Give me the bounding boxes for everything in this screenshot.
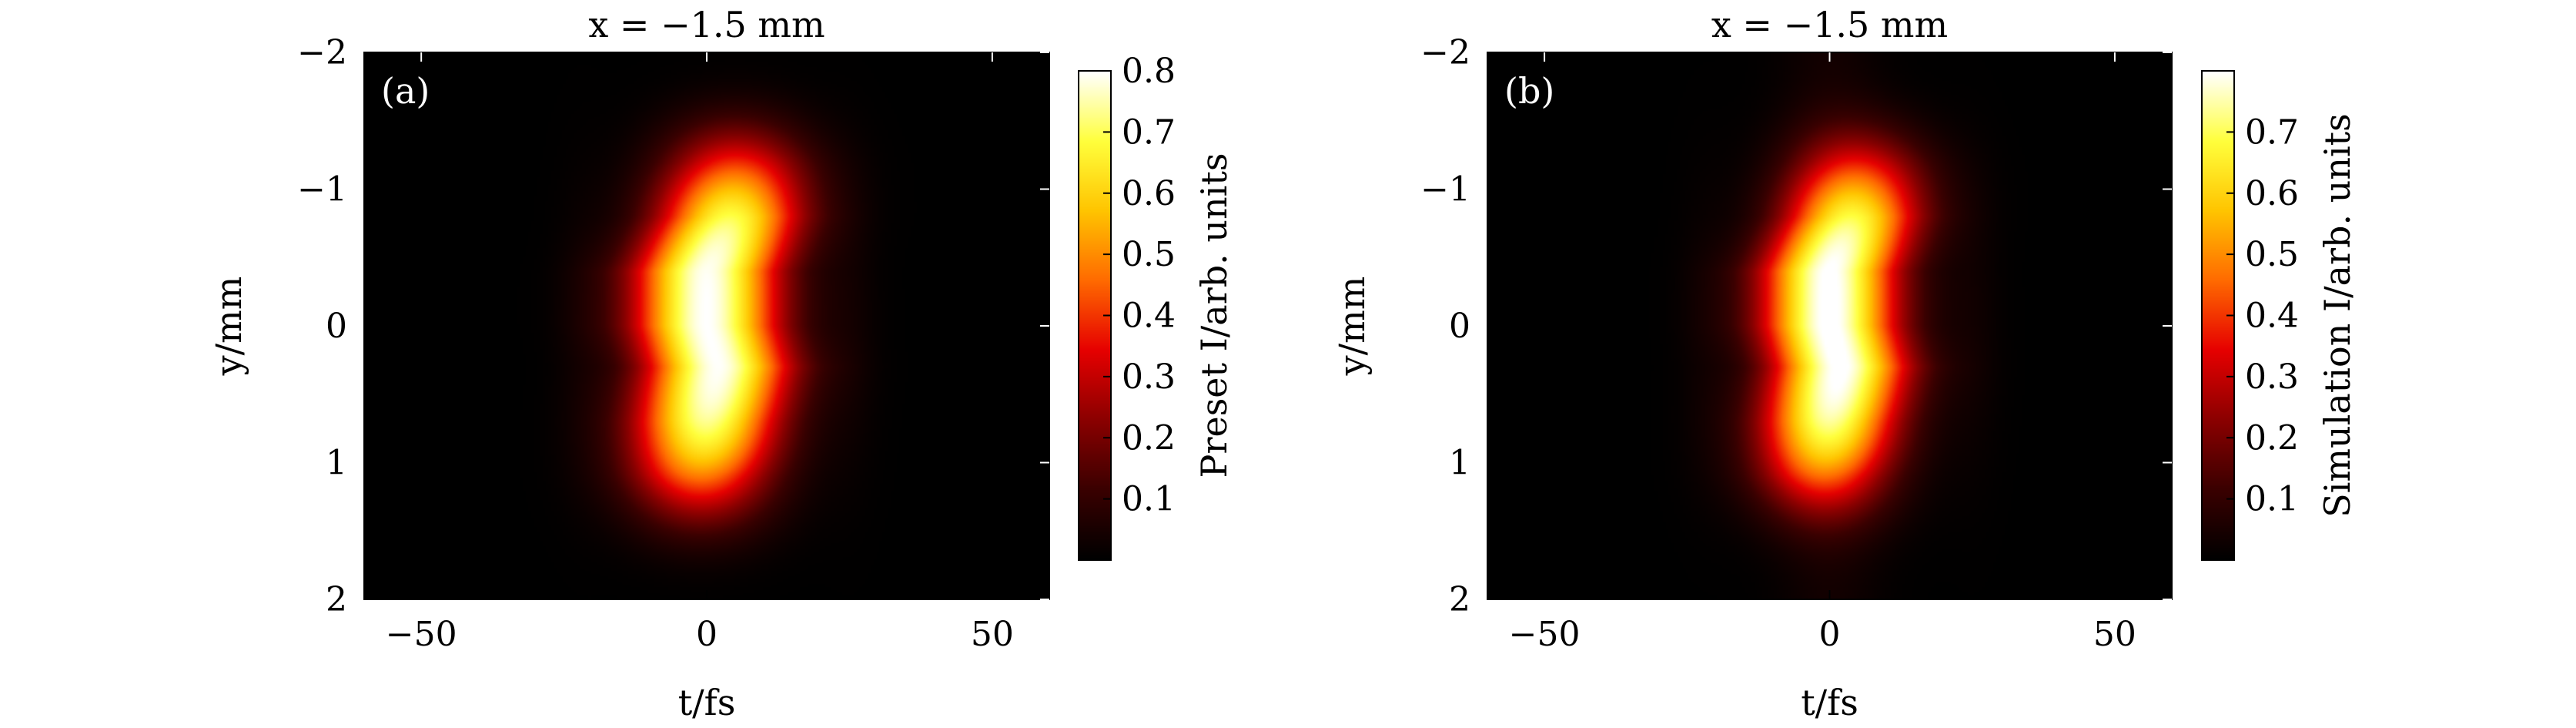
x-tick-label: 0 [1819,615,1841,654]
y-tick-label: 1 [326,444,347,483]
y-tick-label: 0 [326,307,347,346]
panel-title: x = −1.5 mm [1711,4,1948,45]
y-tick-label: 2 [326,580,347,619]
colorbar-tick-label: 0.7 [1122,112,1176,152]
colorbar-tick-label: 0.3 [1122,357,1176,397]
colorbar-tick-label: 0.8 [1122,52,1176,91]
colorbar-label: Preset I/arb. units [1193,153,1235,478]
x-tick-label: −50 [1509,615,1581,654]
colorbar-tick-label: 0.6 [1122,174,1176,213]
y-tick-label: −2 [1420,33,1470,72]
y-tick-label: −2 [297,33,347,72]
colorbar-tick-label: 0.5 [2245,235,2299,274]
colorbar-label: Simulation I/arb. units [2317,113,2358,518]
colorbar-tick-label: 0.5 [1122,235,1176,274]
x-tick-label: 50 [971,615,1014,654]
colorbar-tick-label: 0.4 [2245,297,2299,336]
x-axis-label: t/fs [1801,682,1858,723]
colorbar-tick-label: 0.6 [2245,174,2299,213]
x-axis-label: t/fs [678,682,736,723]
colorbar-tick-label: 0.1 [1122,480,1176,519]
panel-letter: (b) [1504,70,1554,112]
colorbar-tick-label: 0.4 [1122,297,1176,336]
x-tick-label: −50 [386,615,457,654]
y-tick-label: −1 [1420,170,1470,210]
colorbar-tick-label: 0.1 [2245,480,2299,519]
y-axis-label: y/mm [208,277,249,377]
y-tick-label: −1 [297,170,347,210]
heatmap-raster [364,52,1049,599]
colorbar-tick-label: 0.7 [2245,112,2299,152]
y-tick-label: 1 [1449,444,1470,483]
heatmap-raster [1487,52,2172,599]
colorbar-tick-label: 0.2 [2245,418,2299,458]
panel-a: −50 0 50 −2 −1 0 1 2 x = −1.5 mm (a) t/fs y/mm 0.1 0.… [208,4,1235,723]
panel-b: −50 0 50 −2 −1 0 1 2 x = −1.5 mm (b) t/fs y/mm 0.1 0.… [1331,4,2358,723]
x-tick-label: 50 [2093,615,2136,654]
colorbar-tick-label: 0.3 [2245,357,2299,397]
y-tick-label: 0 [1449,307,1470,346]
panel-letter: (a) [381,70,430,112]
x-tick-label: 0 [696,615,718,654]
colorbar-tick-label: 0.2 [1122,418,1176,458]
y-axis-label: y/mm [1331,277,1373,377]
panel-title: x = −1.5 mm [588,4,825,45]
y-tick-label: 2 [1449,580,1470,619]
